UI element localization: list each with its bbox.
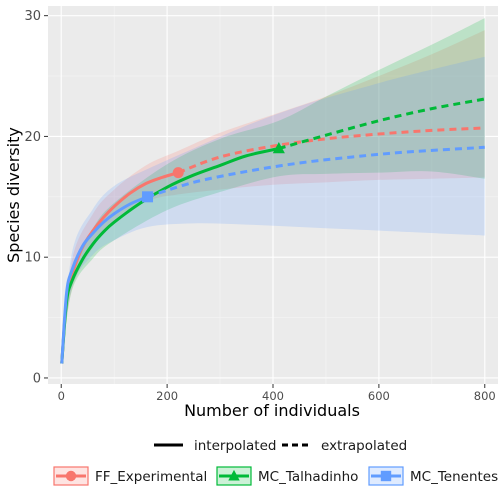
series-markers xyxy=(142,142,285,203)
x-tick-label: 0 xyxy=(58,389,65,403)
x-axis-label: Number of individuals xyxy=(184,401,360,420)
reference-point-mc-tenentes xyxy=(142,191,154,203)
reference-point-ff-experimental xyxy=(172,167,184,179)
legend-label-mc-tenentes: MC_Tenentes xyxy=(410,469,498,485)
x-tick-label: 600 xyxy=(368,389,390,403)
extrapolated-line-ff-experimental xyxy=(177,126,485,175)
series-lines xyxy=(60,97,486,364)
legend-interpolated-label: interpolated xyxy=(194,438,276,454)
legend-key-marker xyxy=(65,470,77,482)
legend-extrapolated-label: extrapolated xyxy=(321,438,407,454)
y-axis-label: Species diversity xyxy=(4,127,23,263)
y-tick-label: 0 xyxy=(33,371,41,386)
band-mc-talhadinho xyxy=(61,18,485,364)
y-tick-label: 10 xyxy=(24,251,41,266)
x-tick-label: 400 xyxy=(262,389,284,403)
x-tick-label: 200 xyxy=(156,389,178,403)
band-ff-experimental xyxy=(61,30,485,364)
y-tick-label: 30 xyxy=(24,9,41,24)
legend-key-marker xyxy=(228,469,240,481)
interpolated-line-mc-talhadinho xyxy=(60,147,280,364)
legend-item-ff-experimental: FF_Experimental xyxy=(53,466,207,486)
extrapolated-line-mc-tenentes xyxy=(147,145,485,199)
linetype-legend: interpolated extrapolated xyxy=(154,438,407,454)
interpolated-line-mc-tenentes xyxy=(60,195,149,364)
legend-item-mc-talhadinho: MC_Talhadinho xyxy=(216,466,358,486)
legend-label-ff-experimental: FF_Experimental xyxy=(95,469,207,485)
axes: 0 200 400 600 800 0 10 20 30 xyxy=(24,9,495,403)
series-legend: FF_Experimental MC_Talhadinho MC_Tenentes xyxy=(53,466,498,486)
reference-point-mc-talhadinho xyxy=(272,142,285,154)
grid xyxy=(48,6,498,384)
x-tick-label: 800 xyxy=(474,389,496,403)
legend-label-mc-talhadinho: MC_Talhadinho xyxy=(258,469,358,485)
legend-item-mc-tenentes: MC_Tenentes xyxy=(368,466,498,486)
y-tick-label: 20 xyxy=(24,130,41,145)
legend-key-marker xyxy=(380,470,392,482)
